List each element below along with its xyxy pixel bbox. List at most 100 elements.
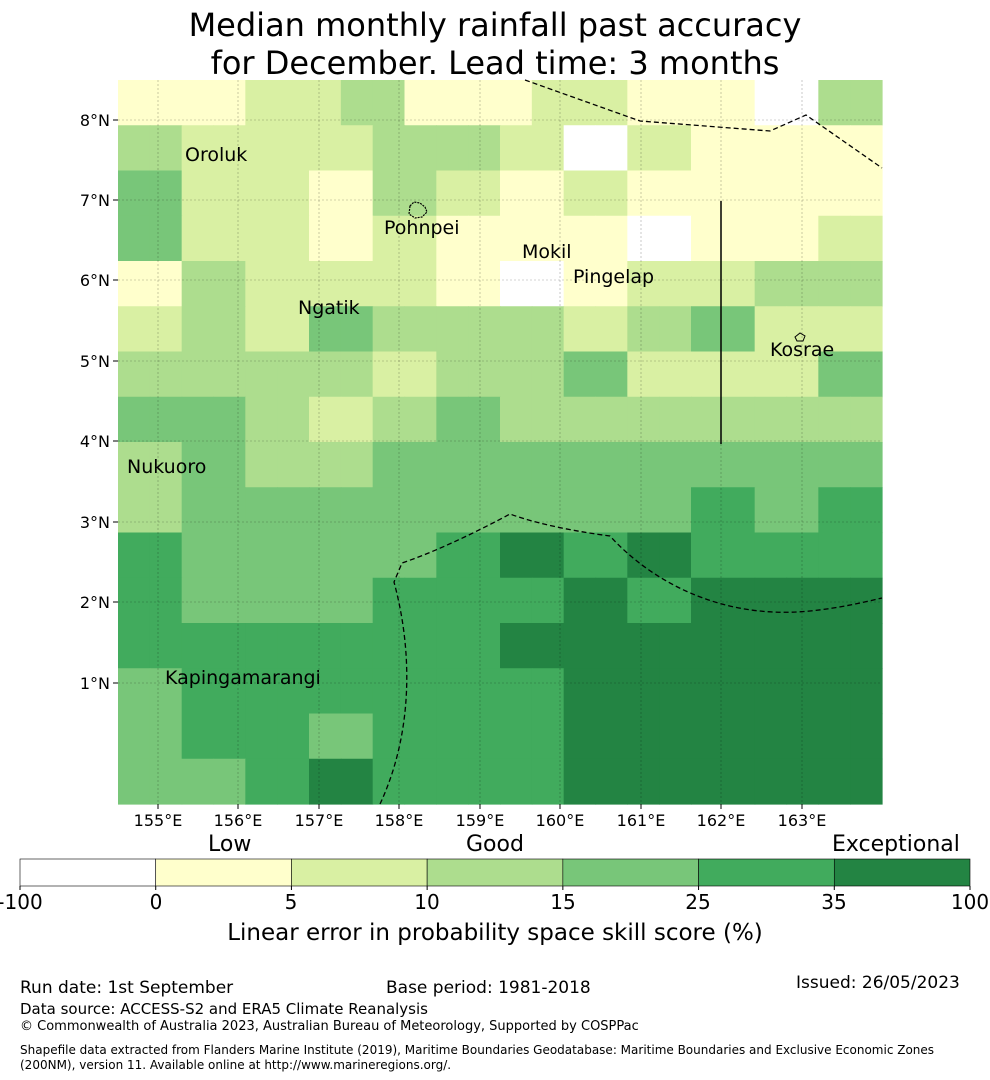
skill-cell (754, 623, 788, 669)
skill-cell (500, 758, 533, 805)
colorbar-tick-label: 0 (149, 890, 163, 914)
skill-cell (245, 80, 278, 126)
skill-cell (277, 577, 310, 624)
skill-cell (277, 442, 310, 488)
skill-cell (277, 170, 310, 217)
skill-cell (531, 487, 565, 534)
skill-cell (818, 668, 851, 715)
skill-cell (500, 532, 533, 579)
skill-cell (563, 125, 597, 172)
skill-cell (691, 442, 724, 488)
skill-cell (627, 532, 660, 579)
skill-cell (786, 532, 819, 579)
skill-cell (850, 396, 883, 443)
skill-cell (181, 261, 215, 307)
skill-cell (118, 668, 151, 715)
skill-cell (500, 487, 533, 534)
skill-cell (404, 396, 437, 443)
skill-cell (722, 668, 756, 715)
skill-cell (595, 577, 628, 624)
skill-cell (691, 577, 724, 624)
eez-boundary-north (524, 79, 883, 169)
skill-cell (181, 215, 215, 262)
skill-cell (659, 758, 692, 805)
skill-cell (118, 623, 151, 669)
skill-cell (181, 170, 215, 217)
skill-cell (181, 125, 215, 172)
skill-cell (500, 577, 533, 624)
colorbar-segment (833, 858, 971, 887)
skill-cell (850, 351, 883, 398)
skill-cell (595, 623, 628, 669)
colorbar-segment (698, 858, 835, 887)
skill-cell (149, 396, 183, 443)
skill-cell (118, 442, 151, 488)
lat-label: 1°N (80, 674, 110, 693)
skill-cell (149, 170, 183, 217)
skill-cell (468, 713, 501, 760)
skill-cell (436, 442, 469, 488)
skill-cell (722, 442, 756, 488)
skill-cell (563, 577, 597, 624)
skill-cell (627, 442, 660, 488)
skill-cell (563, 758, 597, 805)
skill-cell (468, 261, 501, 307)
skill-cell (691, 306, 724, 353)
skill-cell (786, 351, 819, 398)
skill-cell (436, 215, 469, 262)
skill-cell (118, 80, 151, 126)
skill-cell (181, 623, 215, 669)
skill-cell (468, 623, 501, 669)
skill-cell (850, 623, 883, 669)
skill-cell (436, 396, 469, 443)
skill-cell (563, 442, 597, 488)
skill-cell (181, 442, 215, 488)
colorbar-tick-label: 35 (821, 890, 847, 914)
skill-cell (181, 532, 215, 579)
skill-cell (404, 351, 437, 398)
skill-cell (213, 577, 246, 624)
skill-cell (245, 396, 278, 443)
skill-cell (468, 170, 501, 217)
skill-cell (850, 442, 883, 488)
skill-cell (850, 713, 883, 760)
skill-cell (627, 396, 660, 443)
skill-cell (659, 396, 692, 443)
skill-cell (500, 668, 533, 715)
skill-cell (245, 487, 278, 534)
skill-cell (372, 713, 406, 760)
place-label-pohnpei: Pohnpei (384, 217, 460, 239)
skill-cell (691, 487, 724, 534)
skill-cell (563, 487, 597, 534)
skill-cell (181, 351, 215, 398)
skill-cell (436, 261, 469, 307)
skill-cell (404, 577, 437, 624)
title-line-2: for December. Lead time: 3 months (210, 44, 780, 82)
skill-cell (309, 351, 342, 398)
skill-cell (213, 80, 246, 126)
legend-exceptional-label: Exceptional (832, 832, 960, 857)
skill-cell (531, 623, 565, 669)
skill-cell (500, 261, 533, 307)
skill-cell (754, 442, 788, 488)
skill-cell (213, 170, 246, 217)
skill-cell (213, 623, 246, 669)
skill-cell (722, 306, 756, 353)
skill-cell (277, 623, 310, 669)
colorbar-tick-label: 15 (550, 890, 576, 914)
skill-cell (627, 577, 660, 624)
skill-cell (372, 396, 406, 443)
skill-cell (850, 125, 883, 172)
skill-cell (277, 215, 310, 262)
skill-cell (754, 713, 788, 760)
skill-cell (149, 713, 183, 760)
skill-cell (468, 351, 501, 398)
skill-cell (213, 758, 246, 805)
skill-cell (722, 758, 756, 805)
skill-cell (213, 125, 246, 172)
skill-cell (181, 487, 215, 534)
skill-cell (754, 758, 788, 805)
skill-cell (754, 351, 788, 398)
skill-cell (436, 668, 469, 715)
skill-cell (531, 532, 565, 579)
